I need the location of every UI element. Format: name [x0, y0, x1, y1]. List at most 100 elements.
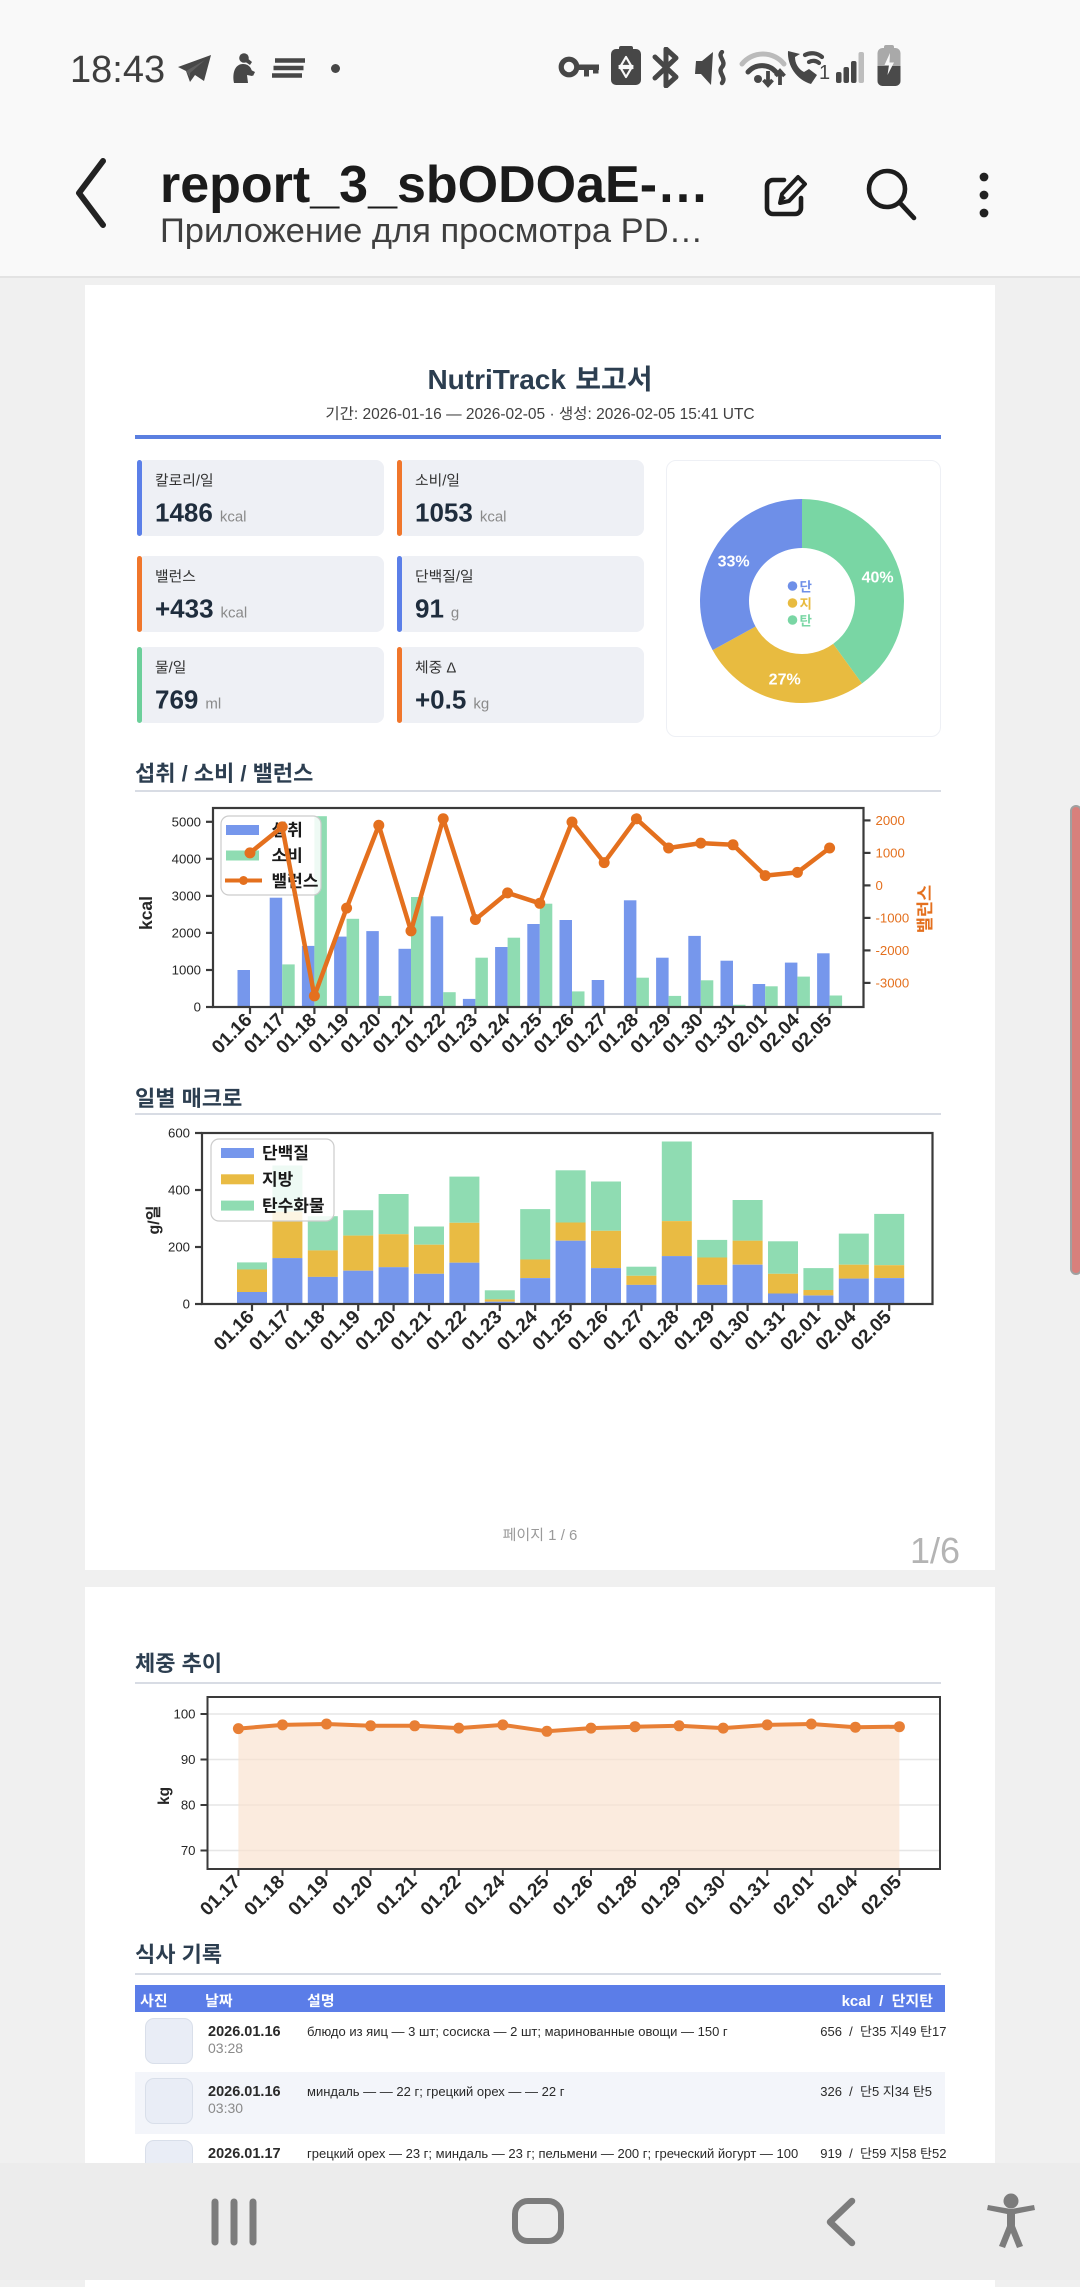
svg-text:kcal: kcal [221, 605, 248, 622]
svg-text:01.24: 01.24 [461, 1871, 510, 1920]
svg-text:report_3_sbODOaE-…: report_3_sbODOaE-… [160, 156, 709, 214]
svg-text:0: 0 [194, 1000, 201, 1015]
svg-text:kg: kg [156, 1787, 173, 1805]
svg-text:02.04: 02.04 [813, 1871, 862, 1920]
svg-text:1000: 1000 [876, 846, 905, 861]
svg-text:+433: +433 [155, 594, 214, 624]
svg-text:59: 59 [872, 2146, 890, 2161]
svg-text:33%: 33% [718, 554, 750, 571]
svg-text:1053: 1053 [415, 498, 473, 528]
svg-text:01.24: 01.24 [493, 1306, 542, 1355]
svg-text:18:43: 18:43 [70, 49, 165, 91]
svg-text:01.27: 01.27 [599, 1307, 647, 1355]
svg-text:миндаль — — 22 г; грецкий орех: миндаль — — 22 г; грецкий орех — — 22 г [307, 2084, 565, 2099]
svg-text:01.18: 01.18 [281, 1307, 329, 1355]
svg-text:326 /: 326 / [820, 2084, 860, 2099]
svg-text:91: 91 [415, 594, 444, 624]
svg-text:01.30: 01.30 [706, 1307, 754, 1355]
svg-text:2000: 2000 [172, 926, 201, 941]
svg-text:: 2026-01-16 — 2026-02-05 ·: : 2026-01-16 — 2026-02-05 · [354, 406, 559, 423]
svg-text:400: 400 [168, 1183, 190, 1198]
svg-text:100: 100 [173, 1707, 195, 1722]
svg-text:0: 0 [183, 1297, 190, 1312]
svg-text:656 /: 656 / [820, 2024, 860, 2039]
svg-text:02.01: 02.01 [769, 1871, 818, 1920]
svg-text:2026.01.16: 2026.01.16 [208, 2084, 281, 2100]
svg-text:01.19: 01.19 [316, 1307, 364, 1355]
svg-text:kg: kg [473, 696, 489, 713]
svg-text:2026.01.16: 2026.01.16 [208, 2024, 281, 2040]
svg-text:01.25: 01.25 [529, 1306, 578, 1355]
svg-text:919 /: 919 / [820, 2146, 860, 2161]
svg-text:kcal: kcal [480, 509, 507, 526]
svg-text:/: / [196, 474, 201, 490]
svg-text:49: 49 [902, 2024, 920, 2039]
svg-text:ml: ml [205, 696, 221, 713]
svg-text:3000: 3000 [172, 889, 201, 904]
svg-text:1: 1 [819, 62, 830, 84]
svg-text:/: / [234, 761, 252, 786]
svg-text:01.31: 01.31 [725, 1871, 774, 1920]
svg-text:1486: 1486 [155, 498, 213, 528]
svg-text:01.21: 01.21 [373, 1871, 422, 1920]
svg-text:01.26: 01.26 [549, 1872, 597, 1920]
svg-text:01.22: 01.22 [422, 1307, 470, 1355]
svg-text:01.25: 01.25 [505, 1871, 554, 1920]
svg-text:90: 90 [181, 1752, 196, 1767]
svg-text:5: 5 [872, 2084, 883, 2099]
svg-text:4000: 4000 [172, 851, 201, 866]
svg-text:g: g [451, 605, 459, 622]
svg-text:80: 80 [181, 1798, 196, 1813]
svg-text:1 / 6: 1 / 6 [544, 1527, 577, 1544]
svg-text:kcal /: kcal / [842, 1993, 892, 2010]
svg-text:/: / [456, 570, 461, 586]
svg-text:/: / [442, 474, 447, 490]
svg-text:01.20: 01.20 [352, 1307, 400, 1355]
svg-text:kcal: kcal [136, 896, 156, 930]
svg-text:03:28: 03:28 [208, 2040, 243, 2056]
svg-text:01.19: 01.19 [285, 1872, 333, 1920]
svg-text:g/: g/ [146, 1220, 163, 1235]
svg-text:01.17: 01.17 [245, 1307, 293, 1355]
svg-text:52: 52 [932, 2146, 946, 2161]
svg-text:01.18: 01.18 [241, 1872, 289, 1920]
svg-text:/: / [175, 761, 193, 786]
svg-text:01.17: 01.17 [196, 1872, 244, 1920]
svg-text:блюдо из яиц — 3 шт; сосиска —: блюдо из яиц — 3 шт; сосиска — 2 шт; мар… [307, 2024, 728, 2039]
svg-text:01.30: 01.30 [681, 1872, 729, 1920]
svg-text:58: 58 [902, 2146, 920, 2161]
svg-text:01.20: 01.20 [329, 1872, 377, 1920]
svg-text:01.29: 01.29 [670, 1307, 718, 1355]
svg-text:01.23: 01.23 [458, 1307, 506, 1355]
svg-text:-1000: -1000 [876, 911, 910, 926]
svg-text:600: 600 [168, 1126, 190, 1141]
svg-text:5000: 5000 [172, 814, 201, 829]
svg-text:2026.01.17: 2026.01.17 [208, 2146, 281, 2162]
svg-text:+0.5: +0.5 [415, 685, 466, 715]
svg-text:200: 200 [168, 1240, 190, 1255]
svg-text:70: 70 [181, 1843, 196, 1858]
svg-text:02.05: 02.05 [857, 1871, 906, 1920]
svg-text:2000: 2000 [876, 813, 905, 828]
svg-text:01.29: 01.29 [637, 1872, 685, 1920]
svg-text:01.28: 01.28 [635, 1307, 683, 1355]
svg-text:Δ: Δ [442, 661, 456, 677]
svg-text:01.16: 01.16 [210, 1307, 258, 1355]
svg-text:01.21: 01.21 [387, 1306, 436, 1355]
svg-text:: 2026-02-05 15:41 UTC: : 2026-02-05 15:41 UTC [587, 406, 754, 423]
svg-text:kcal: kcal [220, 509, 247, 526]
svg-text:1/6: 1/6 [910, 1530, 960, 1571]
svg-text:769: 769 [155, 685, 198, 715]
svg-text:02.05: 02.05 [847, 1306, 896, 1355]
svg-text:01.26: 01.26 [564, 1307, 612, 1355]
svg-text:-3000: -3000 [876, 976, 910, 991]
svg-text:01.22: 01.22 [417, 1872, 465, 1920]
svg-text:NutriTrack: NutriTrack [427, 364, 573, 395]
svg-text:35: 35 [872, 2024, 890, 2039]
svg-text:1000: 1000 [172, 963, 201, 978]
svg-text:0: 0 [876, 878, 883, 893]
svg-text:40%: 40% [862, 569, 894, 586]
svg-text:34: 34 [895, 2084, 913, 2099]
svg-text:-2000: -2000 [876, 943, 910, 958]
svg-text:/: / [169, 661, 174, 677]
